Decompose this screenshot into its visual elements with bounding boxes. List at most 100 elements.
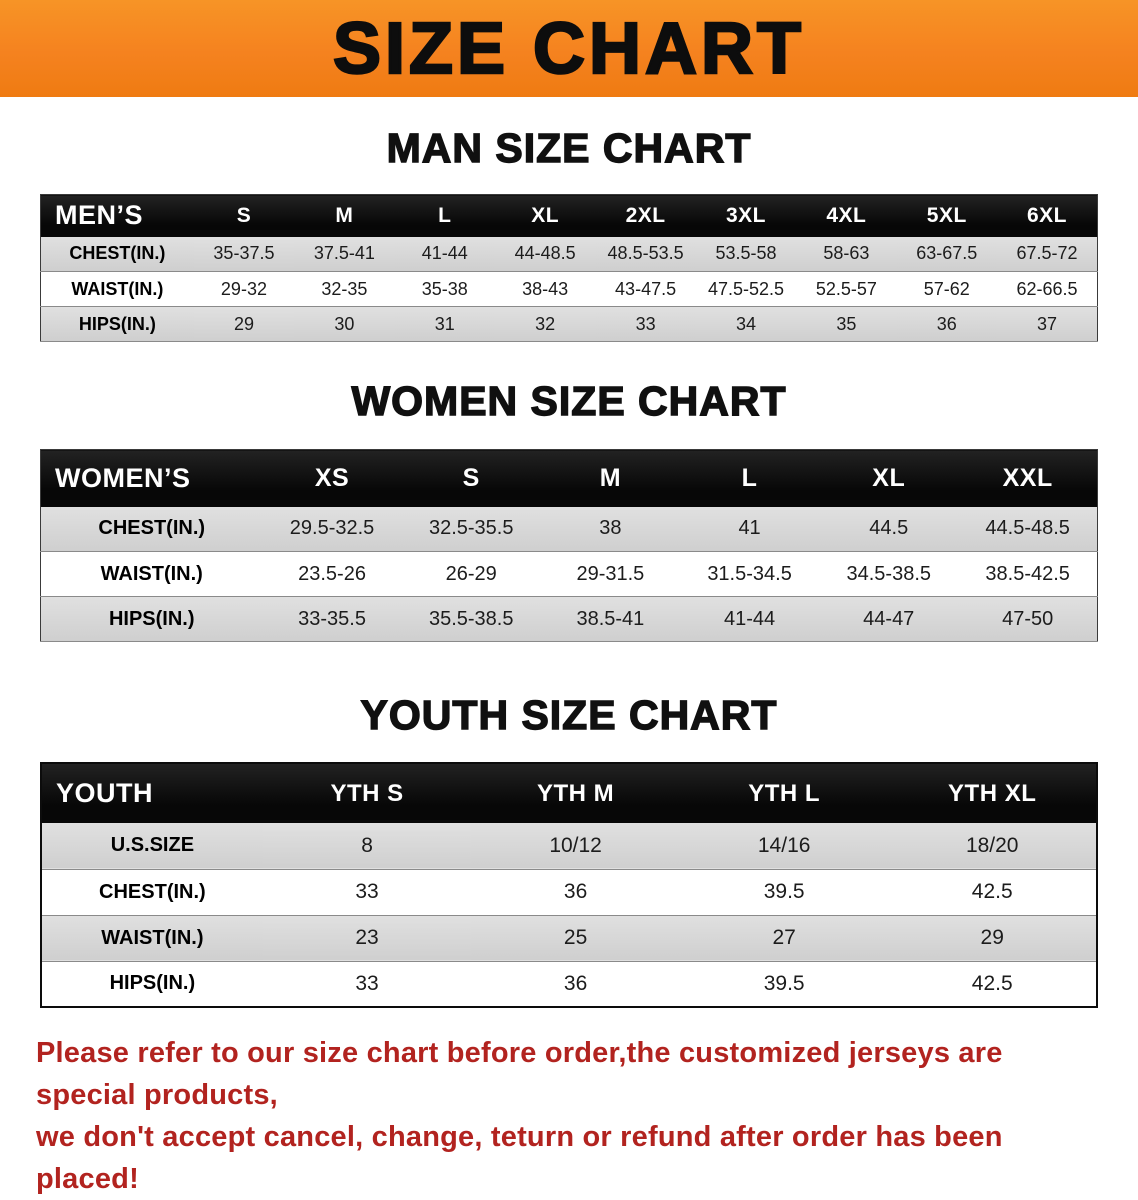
size-value: 63-67.5: [916, 243, 978, 264]
size-column-header: 3XL: [695, 194, 797, 237]
row-label: CHEST(IN.): [99, 880, 206, 903]
size-value: 23.5-26: [298, 562, 366, 585]
row-label: CHEST(IN.): [69, 243, 166, 264]
row-label: HIPS(IN.): [109, 972, 196, 995]
size-value: 32.5-35.5: [428, 517, 514, 540]
size-value: 14/16: [757, 833, 811, 857]
size-value: 32: [535, 313, 556, 334]
size-value: 67.5-72: [1016, 243, 1078, 264]
size-value: 33: [635, 313, 656, 334]
size-column-header: M: [294, 194, 395, 237]
size-column-header: 6XL: [997, 194, 1098, 237]
size-column-header: S: [193, 194, 295, 237]
size-value: 29.5-32.5: [289, 517, 375, 540]
size-value: 26-29: [445, 562, 497, 585]
size-value: 27: [772, 926, 796, 950]
size-value: 33: [355, 971, 379, 995]
size-column-header: 5XL: [896, 194, 997, 237]
size-value: 57-62: [923, 278, 970, 299]
size-value: 43-47.5: [615, 278, 677, 299]
size-value: 53.5-58: [715, 243, 777, 264]
size-column-header: YTH M: [471, 763, 680, 824]
page-title: SIZE CHART: [332, 8, 805, 89]
table-row: WAIST(IN.) 23.5-26 26-29 29-31.5 31.5-34.5 34…: [40, 551, 1098, 597]
size-value: 62-66.5: [1016, 278, 1078, 299]
size-value: 36: [563, 880, 588, 904]
size-value: 37: [1036, 313, 1058, 334]
footer-note-line-2: we don't accept cancel, change, teturn o…: [36, 1121, 1003, 1196]
size-value: 29-32: [220, 278, 267, 299]
table-title-cell: MEN’S: [40, 194, 194, 237]
row-label: HIPS(IN.): [78, 313, 156, 334]
size-column-header: 2XL: [595, 194, 696, 237]
size-column-header: XL: [819, 449, 959, 507]
table-row: WAIST(IN.) 29-32 32-35 35-38 38-43 43-47.5 47.…: [40, 271, 1098, 307]
table-header-row: MEN’S S M L XL 2XL 3XL 4XL 5XL 6XL: [40, 194, 1098, 237]
size-value: 18/20: [965, 833, 1019, 857]
table-row: CHEST(IN.) 35-37.5 37.5-41 41-44 44-48.5 48.5…: [40, 236, 1098, 272]
table-header-row: WOMEN’S XS S M L XL XXL: [40, 449, 1098, 507]
size-value: 10/12: [549, 833, 602, 857]
size-value: 31: [434, 313, 455, 334]
size-value: 39.5: [763, 880, 805, 904]
size-value: 35: [836, 313, 857, 334]
table-row: HIPS(IN.) 29 30 31 32 33 34 35 36 37: [40, 306, 1098, 342]
size-value: 38-43: [522, 278, 569, 299]
size-value: 29: [980, 926, 1004, 950]
size-chart-banner: SIZE CHART: [0, 0, 1138, 97]
size-value: 47.5-52.5: [707, 278, 785, 299]
size-value: 23: [355, 926, 379, 950]
size-value: 34.5-38.5: [846, 562, 931, 585]
table-title-cell: YOUTH: [41, 763, 263, 824]
size-value: 48.5-53.5: [607, 243, 684, 264]
row-label: WAIST(IN.): [71, 278, 164, 299]
size-value: 33: [355, 880, 379, 904]
row-label: U.S.SIZE: [110, 834, 195, 857]
table-row: CHEST(IN.) 29.5-32.5 32.5-35.5 38 41 44.5 44.5…: [40, 506, 1098, 552]
size-value: 58-63: [823, 243, 870, 264]
youth-section-heading: YOUTH SIZE CHART: [360, 692, 778, 739]
youth-size-table: YOUTH YTH S YTH M YTH L YTH XL U.S.SIZE 8 10/12…: [40, 762, 1098, 1009]
men-section-heading: MAN SIZE CHART: [386, 125, 752, 171]
size-value: 25: [563, 926, 588, 950]
size-value: 36: [936, 313, 957, 334]
table-row: U.S.SIZE 8 10/12 14/16 18/20: [41, 823, 1097, 870]
size-value: 32-35: [321, 278, 368, 299]
size-value: 39.5: [763, 971, 805, 995]
size-value: 42.5: [971, 880, 1013, 904]
table-row: CHEST(IN.) 33 36 39.5 42.5: [41, 869, 1097, 916]
row-label: HIPS(IN.): [108, 607, 195, 630]
women-section-heading: WOMEN SIZE CHART: [351, 378, 787, 425]
size-column-header: 4XL: [796, 194, 897, 237]
size-value: 44-48.5: [514, 243, 576, 264]
women-size-table: WOMEN’S XS S M L XL XXL CHEST(IN.) 29.5-32.5 32.5…: [40, 449, 1098, 643]
men-size-table: MEN’S S M L XL 2XL 3XL 4XL 5XL 6XL CHEST(IN.) 35-37…: [40, 194, 1098, 343]
size-column-header: YTH XL: [888, 763, 1097, 824]
footer-note-line-1: Please refer to our size chart before or…: [36, 1037, 1003, 1112]
size-value: 44.5-48.5: [985, 517, 1070, 540]
size-value: 37.5-41: [313, 243, 375, 264]
size-column-header: XS: [262, 449, 402, 507]
table-row: HIPS(IN.) 33-35.5 35.5-38.5 38.5-41 41-44 44-…: [40, 596, 1098, 642]
size-value: 33-35.5: [298, 607, 366, 630]
size-value: 47-50: [1002, 607, 1054, 630]
size-column-header: YTH S: [262, 763, 472, 824]
size-value: 44-47: [863, 607, 915, 630]
size-value: 35-38: [421, 278, 468, 299]
table-row: WAIST(IN.) 23 25 27 29: [41, 915, 1097, 962]
size-column-header: XXL: [958, 449, 1098, 507]
size-value: 44.5: [869, 517, 909, 540]
size-value: 41: [738, 517, 761, 540]
size-value: 38.5-41: [576, 607, 645, 630]
table-header-row: YOUTH YTH S YTH M YTH L YTH XL: [41, 763, 1097, 824]
row-label: CHEST(IN.): [98, 517, 206, 540]
table-row: HIPS(IN.) 33 36 39.5 42.5: [41, 961, 1097, 1008]
size-value: 35-37.5: [213, 243, 275, 264]
table-title-cell: WOMEN’S: [40, 449, 263, 507]
size-value: 38.5-42.5: [985, 562, 1070, 585]
footer-note: Please refer to our size chart before or…: [36, 1032, 1102, 1200]
size-value: 29: [233, 313, 254, 334]
size-column-header: L: [679, 449, 820, 507]
size-value: 29-31.5: [576, 562, 645, 585]
